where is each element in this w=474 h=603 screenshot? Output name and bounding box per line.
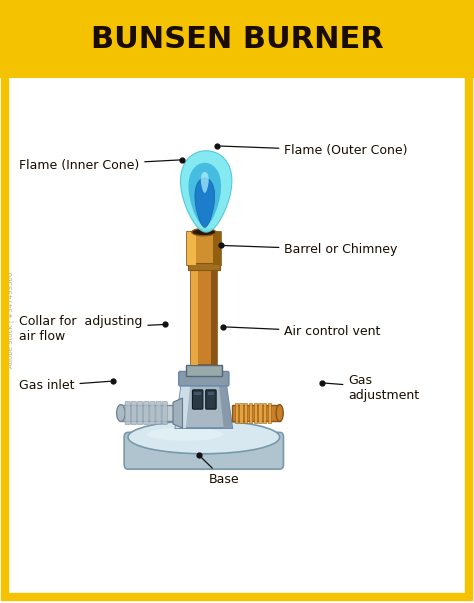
Text: Barrel or Chimney: Barrel or Chimney [224, 243, 398, 256]
FancyBboxPatch shape [206, 390, 216, 409]
Polygon shape [218, 377, 232, 428]
FancyBboxPatch shape [156, 402, 161, 425]
FancyBboxPatch shape [125, 402, 130, 425]
Text: BUNSEN BURNER: BUNSEN BURNER [91, 25, 383, 54]
FancyBboxPatch shape [187, 232, 221, 265]
FancyBboxPatch shape [211, 232, 217, 365]
Polygon shape [189, 163, 221, 226]
Ellipse shape [128, 421, 280, 454]
FancyBboxPatch shape [244, 403, 247, 423]
FancyBboxPatch shape [187, 232, 196, 265]
FancyBboxPatch shape [192, 390, 203, 409]
FancyBboxPatch shape [144, 402, 149, 425]
FancyBboxPatch shape [186, 365, 222, 376]
FancyBboxPatch shape [235, 403, 238, 423]
FancyBboxPatch shape [194, 392, 201, 394]
Text: Collar for  adjusting
air flow: Collar for adjusting air flow [19, 315, 163, 343]
Text: Base: Base [201, 457, 239, 486]
FancyBboxPatch shape [0, 0, 474, 78]
Ellipse shape [276, 405, 283, 421]
FancyBboxPatch shape [239, 403, 243, 423]
FancyBboxPatch shape [232, 405, 280, 421]
FancyBboxPatch shape [191, 232, 198, 365]
Polygon shape [173, 398, 182, 428]
FancyBboxPatch shape [268, 403, 271, 423]
FancyBboxPatch shape [208, 392, 214, 394]
FancyBboxPatch shape [254, 403, 257, 423]
Polygon shape [201, 172, 209, 193]
Text: Flame (Inner Cone): Flame (Inner Cone) [19, 159, 180, 172]
FancyBboxPatch shape [263, 403, 266, 423]
Text: Gas
adjustment: Gas adjustment [325, 374, 419, 402]
Text: Air control vent: Air control vent [226, 325, 381, 338]
Ellipse shape [147, 428, 223, 441]
FancyBboxPatch shape [213, 232, 221, 265]
FancyBboxPatch shape [162, 402, 167, 425]
FancyBboxPatch shape [121, 405, 175, 421]
FancyBboxPatch shape [188, 263, 220, 270]
FancyBboxPatch shape [249, 403, 252, 423]
Text: Flame (Outer Cone): Flame (Outer Cone) [220, 144, 408, 157]
Ellipse shape [117, 405, 125, 421]
Ellipse shape [192, 229, 216, 236]
Polygon shape [181, 151, 232, 232]
FancyBboxPatch shape [191, 232, 217, 365]
Text: Gas inlet: Gas inlet [19, 379, 110, 393]
FancyBboxPatch shape [258, 403, 262, 423]
FancyBboxPatch shape [131, 402, 137, 425]
Polygon shape [195, 178, 215, 227]
Text: Adobe Stock | #347493566: Adobe Stock | #347493566 [9, 271, 15, 368]
FancyBboxPatch shape [150, 402, 155, 425]
Polygon shape [175, 377, 191, 428]
FancyBboxPatch shape [124, 432, 283, 469]
FancyBboxPatch shape [137, 402, 143, 425]
FancyBboxPatch shape [179, 371, 229, 386]
Polygon shape [175, 377, 232, 428]
